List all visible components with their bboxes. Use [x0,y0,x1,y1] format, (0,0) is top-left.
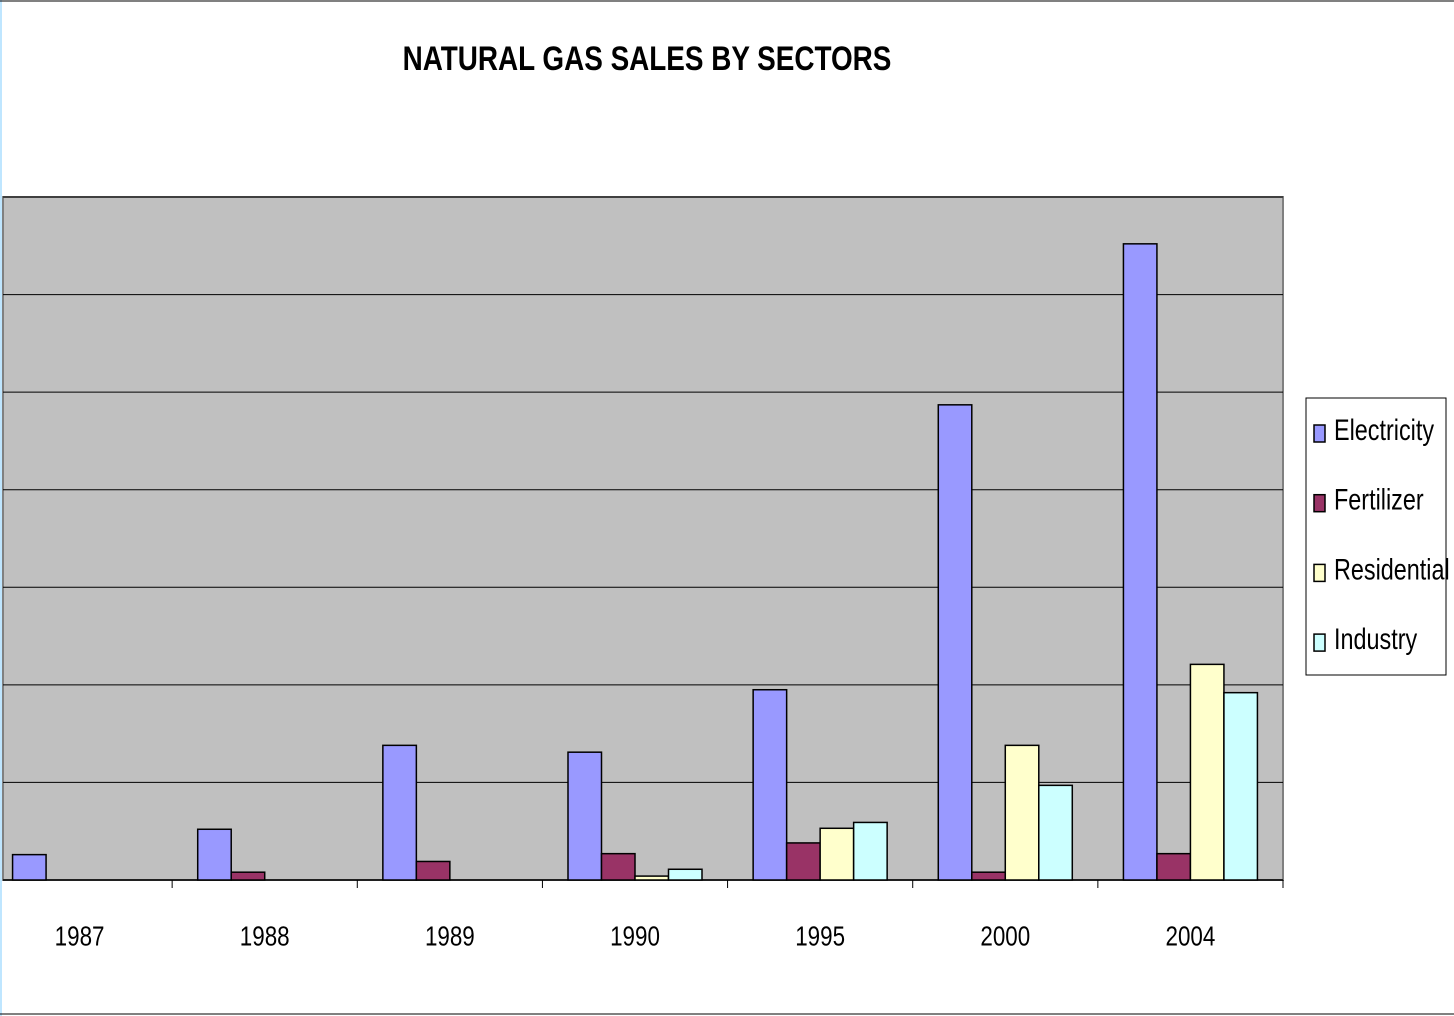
bar [382,744,418,881]
legend-label: Industry [1334,622,1418,655]
bar [971,871,1007,881]
x-tick-label: 1987 [55,921,105,952]
bar [852,821,888,881]
bar [196,828,232,881]
x-tick-label: 2004 [1166,921,1216,952]
legend-label: Fertilizer [1334,483,1424,516]
bar [752,688,788,881]
legend-swatch [1313,633,1326,652]
x-tick-label: 1990 [610,921,660,952]
legend-swatch [1313,424,1326,443]
x-tick-label: 1989 [425,921,475,952]
x-tick-label: 1988 [240,921,290,952]
bar [600,852,636,881]
x-tick-label: 1995 [795,921,845,952]
bar [1189,663,1225,881]
plot-area [2,196,1284,881]
legend-swatch [1313,493,1326,513]
bar [667,868,703,881]
bar [230,871,266,881]
legend-swatch [1313,563,1326,583]
bar [819,827,855,881]
bar [567,751,603,881]
legend-label: Residential [1334,553,1450,586]
bar [634,875,670,881]
bar [785,842,821,881]
bar [937,404,973,881]
bar [1038,784,1074,881]
bar [11,853,47,881]
bar [1223,691,1259,881]
bar [1004,744,1040,881]
x-tick-label: 2000 [980,921,1030,952]
bar [1156,852,1192,881]
legend [1305,397,1447,676]
bar [415,860,451,881]
bar [1122,243,1158,881]
legend-label: Electricity [1334,413,1435,446]
chart-title: NATURAL GAS SALES BY SECTORS [403,39,892,77]
